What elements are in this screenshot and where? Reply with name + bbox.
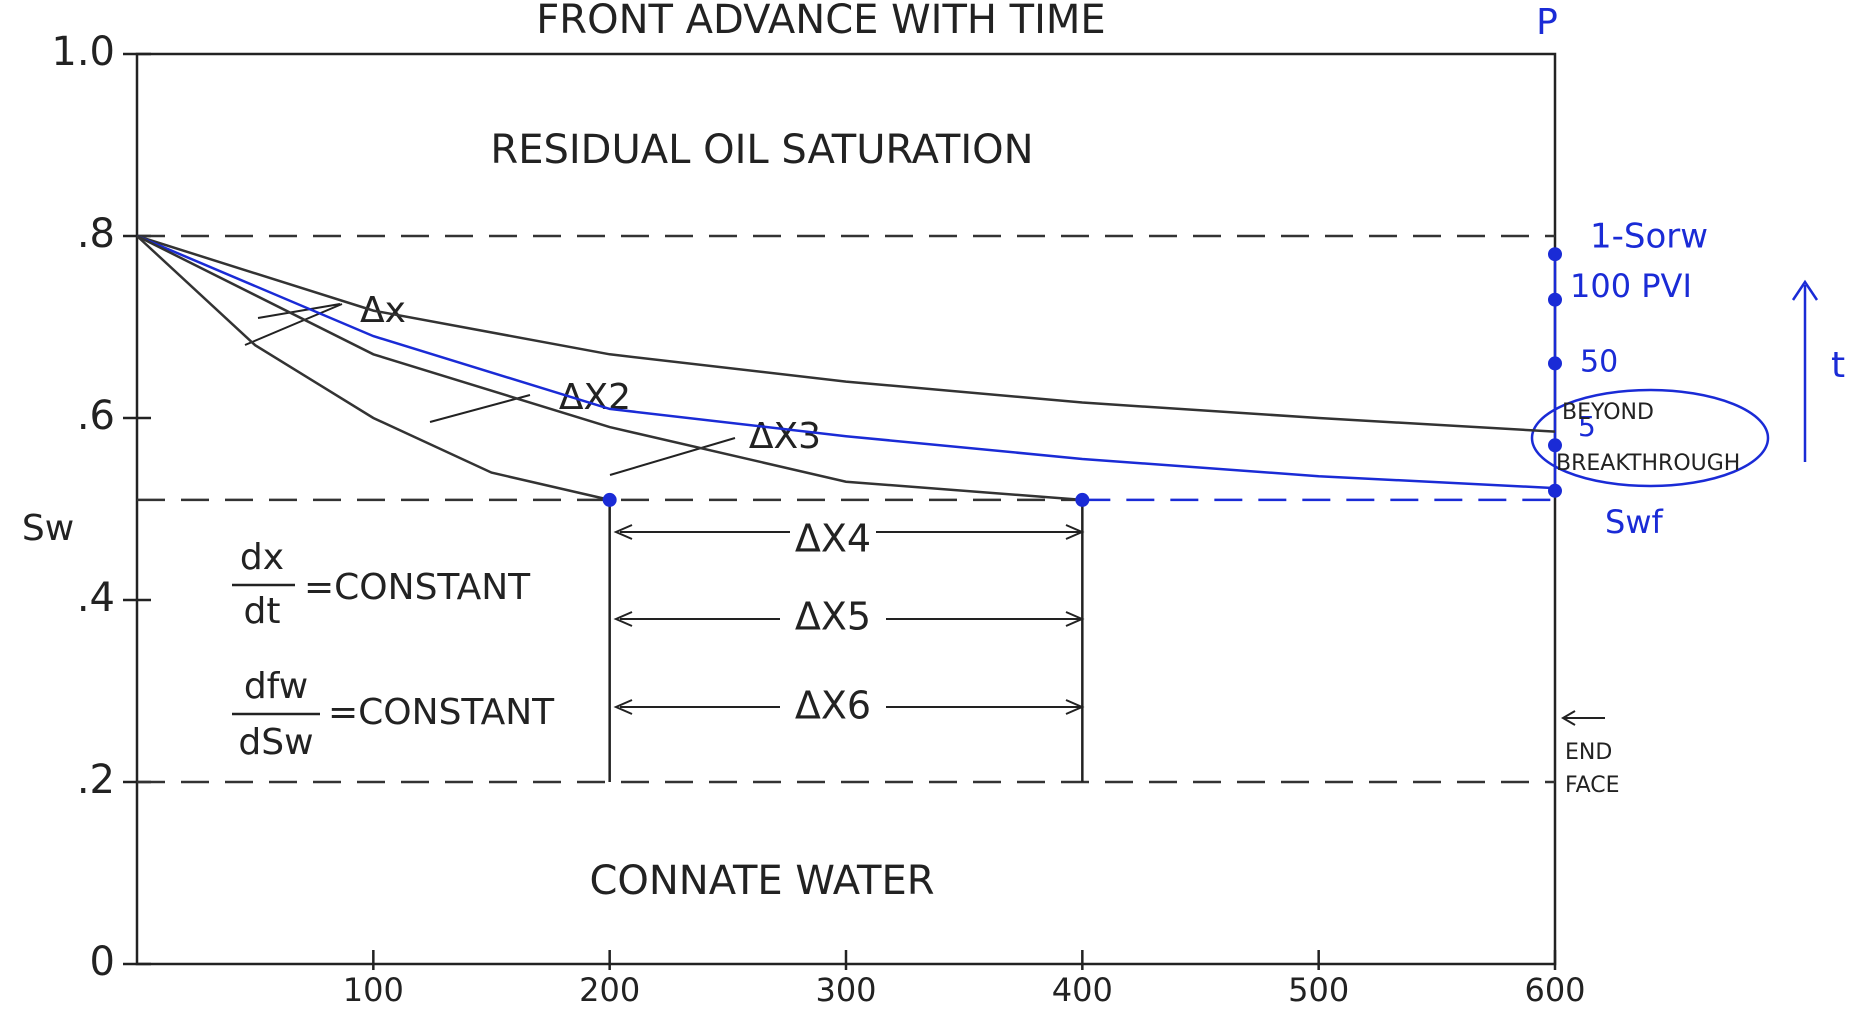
annotation: t <box>1831 345 1845 386</box>
annotation: 50 <box>1580 345 1618 380</box>
x-tick-label: 100 <box>343 971 404 1009</box>
annotation: 1-Sorw <box>1590 217 1708 257</box>
x-tick-label: 500 <box>1288 971 1349 1009</box>
annotation: ΔX4 <box>795 517 871 561</box>
y-tick-label: 1.0 <box>51 29 115 75</box>
y-tick-label: .2 <box>77 757 115 803</box>
annotation: dSw <box>238 722 313 763</box>
chart: FRONT ADVANCE WITH TIME Sw RESIDUAL OIL … <box>0 0 1866 1010</box>
annotation: dfw <box>244 666 308 707</box>
y-axis-label: Sw <box>22 508 74 549</box>
plot-frame <box>137 54 1555 964</box>
point <box>1548 293 1562 307</box>
annotation: dt <box>244 591 281 632</box>
series-line <box>137 236 1555 488</box>
annotation: END <box>1565 740 1612 765</box>
annotation: BREAKTHROUGH <box>1556 451 1740 476</box>
point <box>1548 247 1562 261</box>
annotation: Δx <box>360 290 406 331</box>
annotation: =CONSTANT <box>328 692 555 733</box>
point <box>1548 356 1562 370</box>
annotation: dx <box>240 537 284 578</box>
annotation: BEYOND <box>1562 400 1654 425</box>
annotation: Swf <box>1605 503 1663 541</box>
end-face-arrow <box>1563 711 1605 725</box>
annotation: ΔX5 <box>795 595 871 639</box>
chart-title: FRONT ADVANCE WITH TIME <box>536 0 1105 43</box>
annotation: ΔX3 <box>749 416 821 457</box>
point <box>603 493 617 507</box>
point <box>1548 438 1562 452</box>
x-tick-label: 300 <box>815 971 876 1009</box>
point <box>1548 484 1562 498</box>
annotation: ΔX6 <box>795 684 871 728</box>
x-tick-label: 600 <box>1524 971 1585 1009</box>
series-line <box>137 236 610 500</box>
x-tick-label: 400 <box>1052 971 1113 1009</box>
annotation: RESIDUAL OIL SATURATION <box>490 127 1033 173</box>
annotation: =CONSTANT <box>304 567 531 608</box>
annotation: FACE <box>1565 773 1620 798</box>
annotation: 100 PVI <box>1570 267 1692 305</box>
y-tick-label: .8 <box>77 211 115 257</box>
series-line <box>137 236 1082 500</box>
annotation: CONNATE WATER <box>589 858 934 904</box>
annotation: P <box>1536 2 1558 43</box>
point <box>1075 493 1089 507</box>
y-tick-label: .4 <box>77 575 115 621</box>
y-tick-label: .6 <box>77 393 115 439</box>
annotations: RESIDUAL OIL SATURATION CONNATE WATER Δx… <box>232 2 1845 904</box>
y-tick-label: 0 <box>90 939 115 985</box>
leader-lines <box>245 304 1082 714</box>
x-tick-label: 200 <box>579 971 640 1009</box>
